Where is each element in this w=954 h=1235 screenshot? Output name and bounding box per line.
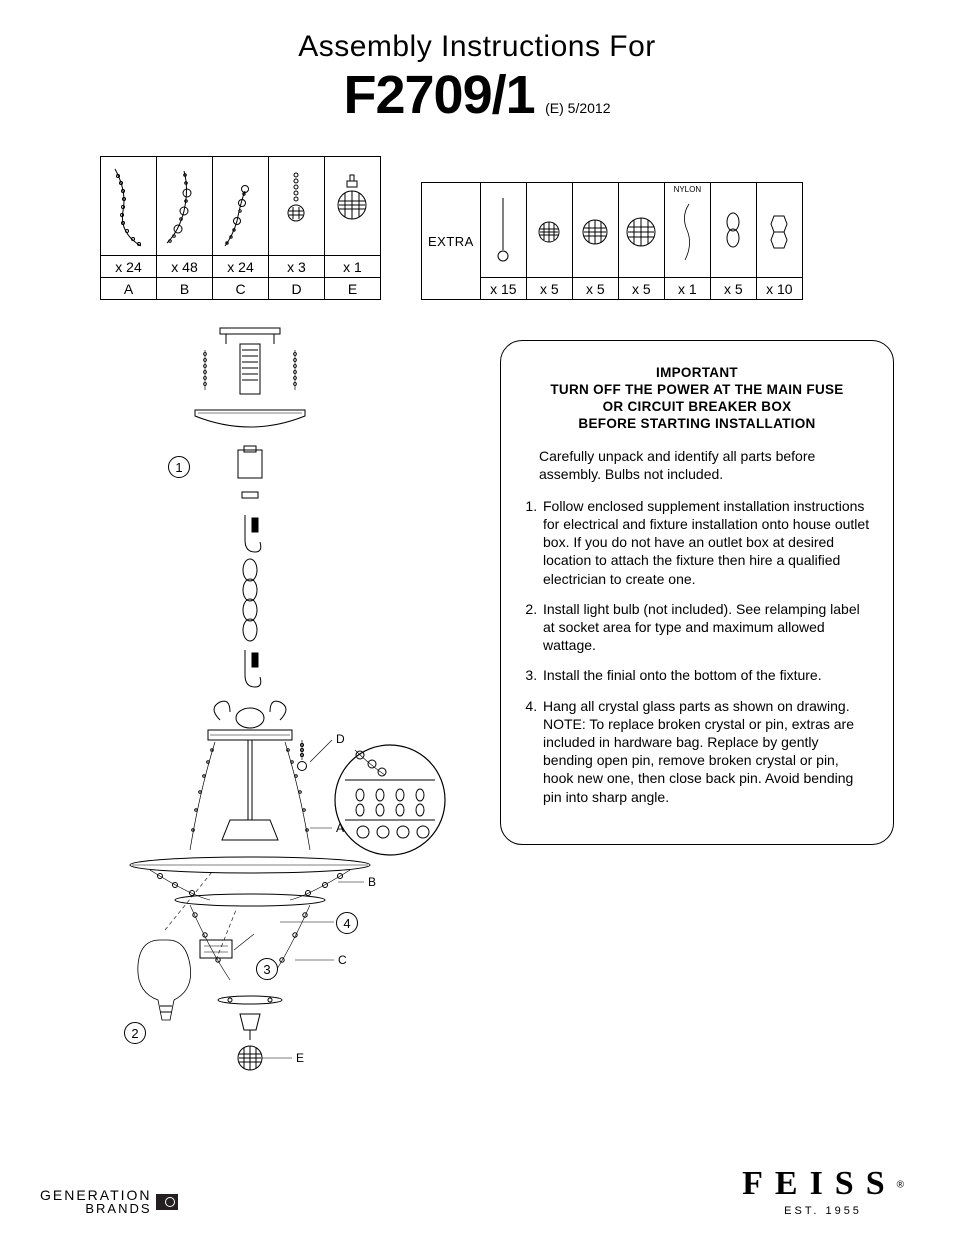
extra-qty-4: x 1 [664, 278, 710, 300]
feiss-est: EST. 1955 [742, 1205, 904, 1217]
generation-brands-mark-icon [156, 1194, 178, 1210]
part-a-icon [101, 157, 157, 256]
extra-link1-icon [710, 183, 756, 278]
feiss-wordmark: FEISS [742, 1165, 897, 1202]
part-e-qty: x 1 [325, 256, 381, 278]
extra-nylon-icon: NYLON [664, 183, 710, 278]
diag-label-c: C [338, 953, 347, 967]
step-1: Follow enclosed supplement installation … [541, 497, 871, 588]
extra-qty-1: x 5 [526, 278, 572, 300]
extra-crystal1-icon [526, 183, 572, 278]
title-block: Assembly Instructions For F2709/1 (E) 5/… [0, 0, 954, 126]
step-4: Hang all crystal glass parts as shown on… [541, 697, 871, 806]
heading-line-3: OR CIRCUIT BREAKER BOX [523, 399, 871, 416]
extra-qty-2: x 5 [572, 278, 618, 300]
step-2: Install light bulb (not included). See r… [541, 600, 871, 655]
part-c-label: C [213, 278, 269, 300]
registered-mark-icon: ® [897, 1180, 904, 1191]
assembly-diagram: 1 2 3 4 D A B C E [80, 320, 460, 1100]
part-d-label: D [269, 278, 325, 300]
title-line2: F2709/1 (E) 5/2012 [0, 64, 954, 126]
parts-tables-row: x 24 x 48 x 24 x 3 x 1 A B C D E EXTRA [0, 126, 954, 300]
revision-date: (E) 5/2012 [545, 100, 610, 116]
heading-line-1: IMPORTANT [523, 365, 871, 382]
step-3-marker: 3 [256, 958, 278, 980]
heading-line-4: BEFORE STARTING INSTALLATION [523, 416, 871, 433]
extra-link2-icon [756, 183, 802, 278]
diag-label-b: B [368, 875, 376, 889]
instructions-column: IMPORTANT TURN OFF THE POWER AT THE MAIN… [500, 320, 894, 1100]
warning-heading: IMPORTANT TURN OFF THE POWER AT THE MAIN… [523, 365, 871, 433]
part-c-qty: x 24 [213, 256, 269, 278]
part-e-label: E [325, 278, 381, 300]
extra-qty-6: x 10 [756, 278, 802, 300]
part-d-qty: x 3 [269, 256, 325, 278]
step-3: Install the finial onto the bottom of th… [541, 666, 871, 684]
footer-left-l1: GENERATION [40, 1188, 152, 1202]
part-b-label: B [157, 278, 213, 300]
footer-left-l2: BRANDS [40, 1202, 152, 1215]
diag-label-a: A [336, 821, 344, 835]
parts-table: x 24 x 48 x 24 x 3 x 1 A B C D E [100, 156, 381, 300]
instructions-box: IMPORTANT TURN OFF THE POWER AT THE MAIN… [500, 340, 894, 845]
extra-qty-3: x 5 [618, 278, 664, 300]
part-e-icon [325, 157, 381, 256]
intro-text: Carefully unpack and identify all parts … [539, 447, 871, 483]
extra-qty-0: x 15 [480, 278, 526, 300]
fixture-diagram-svg [80, 320, 460, 1100]
part-a-qty: x 24 [101, 256, 157, 278]
step-4-marker: 4 [336, 912, 358, 934]
model-number: F2709/1 [344, 65, 535, 125]
nylon-label: NYLON [665, 185, 710, 194]
title-line1: Assembly Instructions For [0, 30, 954, 64]
extra-crystal2-icon [572, 183, 618, 278]
part-d-icon [269, 157, 325, 256]
steps-list: Follow enclosed supplement installation … [523, 497, 871, 806]
part-a-label: A [101, 278, 157, 300]
heading-line-2: TURN OFF THE POWER AT THE MAIN FUSE [523, 382, 871, 399]
part-c-icon [213, 157, 269, 256]
extra-parts-table: EXTRA NYLON x 1 [421, 182, 803, 300]
part-b-icon [157, 157, 213, 256]
extra-pin-icon [480, 183, 526, 278]
part-b-qty: x 48 [157, 256, 213, 278]
diag-label-d: D [336, 732, 345, 746]
extra-label: EXTRA [422, 183, 481, 300]
extra-crystal3-icon [618, 183, 664, 278]
step-2-marker: 2 [124, 1022, 146, 1044]
extra-qty-5: x 5 [710, 278, 756, 300]
diag-label-e: E [296, 1051, 304, 1065]
main-row: 1 2 3 4 D A B C E IMPORTANT TURN OFF THE… [0, 300, 954, 1100]
feiss-logo: FEISS® EST. 1955 [742, 1165, 904, 1217]
generation-brands-logo: GENERATION BRANDS [40, 1188, 178, 1215]
step-1-marker: 1 [168, 456, 190, 478]
